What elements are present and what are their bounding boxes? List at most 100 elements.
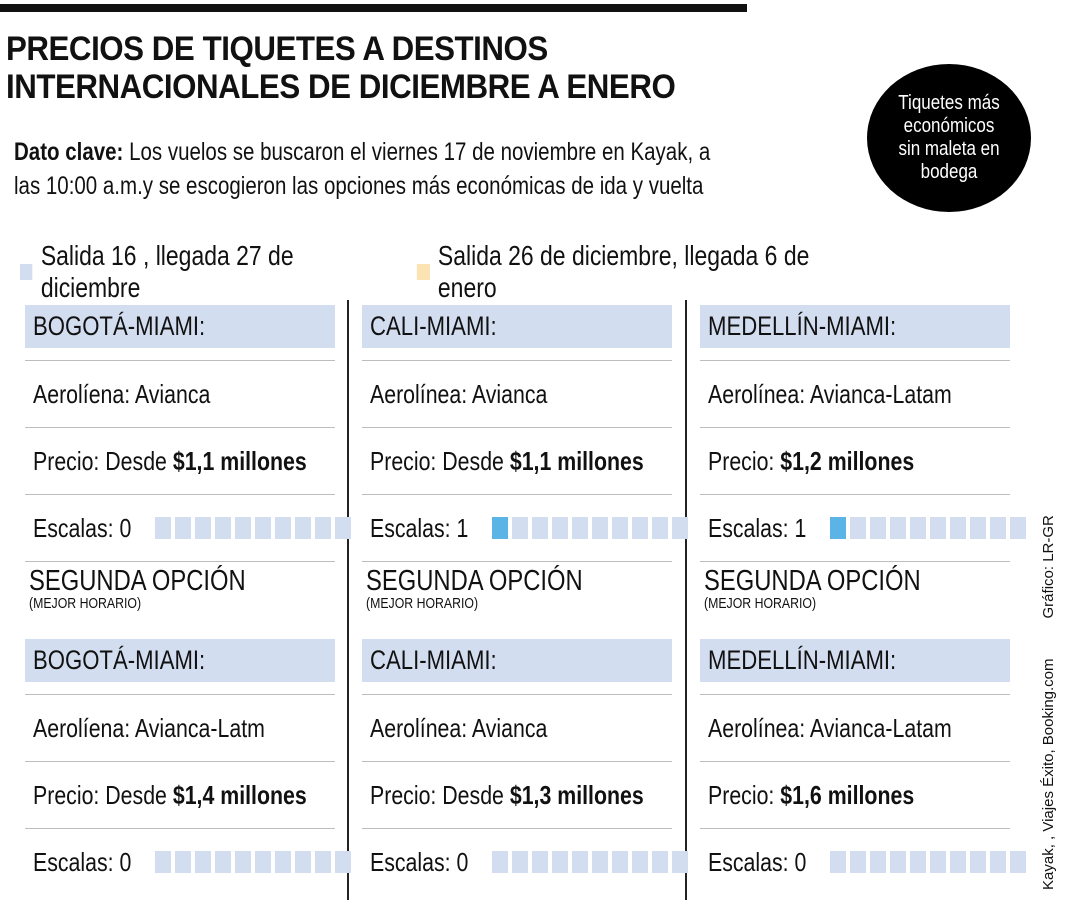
- stops-row: Escalas: 1: [700, 494, 1026, 561]
- price-label: Precio: Desde $1,1 millones: [370, 446, 644, 477]
- stop-indicator-pip: [532, 851, 548, 873]
- airline-row: Aerolíena: Avianca-Latm: [25, 694, 335, 761]
- column-divider: [685, 300, 687, 900]
- stop-indicator-pip: [830, 517, 846, 539]
- stop-indicator-pip: [155, 517, 171, 539]
- legend-item-dec16: Salida 16 , llegada 27 de diciembre: [20, 240, 386, 304]
- stops-row: Escalas: 0: [25, 494, 351, 561]
- legend-swatch-yellow: [417, 264, 430, 280]
- stop-indicator-pip: [672, 851, 688, 873]
- stop-indicator-pip: [672, 517, 688, 539]
- price-label: Precio: Desde $1,3 millones: [370, 780, 644, 811]
- legend-label: Salida 26 de diciembre, llegada 6 de ene…: [437, 240, 810, 303]
- stop-indicator-pip: [950, 851, 966, 873]
- stops-bar: [830, 517, 1026, 539]
- stops-bar: [155, 851, 351, 873]
- stops-label: Escalas: 1: [370, 512, 469, 543]
- airline-row: Aerolínea: Avianca-Latam: [700, 360, 1010, 427]
- title-line-1: PRECIOS DE TIQUETES A DESTINOS: [6, 30, 548, 68]
- price-value: $1,1 millones: [172, 445, 307, 476]
- stops-label: Escalas: 0: [708, 846, 807, 877]
- airline-label: Aerolínea: Avianca-Latam: [708, 712, 952, 743]
- column-divider: [347, 300, 349, 900]
- price-label: Precio: Desde $1,1 millones: [33, 446, 307, 477]
- legend-item-dec26: Salida 26 de diciembre, llegada 6 de ene…: [417, 240, 858, 304]
- stop-indicator-pip: [155, 851, 171, 873]
- stop-indicator-pip: [512, 851, 528, 873]
- price-value: $1,6 millones: [780, 779, 915, 810]
- price-prefix: Precio: Desde: [33, 445, 173, 476]
- airline-label: Aerolíena: Avianca: [33, 378, 211, 409]
- spacer: [25, 682, 335, 694]
- stop-indicator-pip: [612, 517, 628, 539]
- second-option-header: SEGUNDA OPCIÓN (MEJOR HORARIO): [700, 561, 1010, 639]
- stop-indicator-pip: [275, 851, 291, 873]
- stops-label: Escalas: 0: [370, 846, 469, 877]
- price-value: $1,4 millones: [172, 779, 307, 810]
- stop-indicator-pip: [572, 851, 588, 873]
- legend-swatch-blue: [20, 264, 33, 280]
- airline-label: Aerolínea: Avianca-Latam: [708, 378, 952, 409]
- stops-row: Escalas: 0: [700, 828, 1026, 895]
- route-label: MEDELLÍN-MIAMI:: [708, 311, 897, 341]
- stop-indicator-pip: [870, 851, 886, 873]
- airline-row: Aerolínea: Avianca: [362, 360, 672, 427]
- key-fact-text: Los vuelos se buscaron el viernes 17 de …: [123, 138, 711, 166]
- route-header: CALI-MIAMI:: [362, 305, 672, 348]
- stop-indicator-pip: [572, 517, 588, 539]
- stop-indicator-pip: [315, 851, 331, 873]
- price-row: Precio: $1,2 millones: [700, 427, 1010, 494]
- price-prefix: Precio:: [708, 779, 781, 810]
- badge-text: Tiquetes más económicos sin maleta en bo…: [898, 92, 1000, 183]
- stop-indicator-pip: [175, 517, 191, 539]
- stops-bar: [492, 851, 688, 873]
- stop-indicator-pip: [870, 517, 886, 539]
- stop-indicator-pip: [295, 517, 311, 539]
- price-label: Precio: Desde $1,4 millones: [33, 780, 307, 811]
- stops-bar: [830, 851, 1026, 873]
- spacer: [362, 348, 672, 360]
- second-option-subtitle: (MEJOR HORARIO): [704, 595, 817, 612]
- spacer: [25, 348, 335, 360]
- route-header: BOGOTÁ-MIAMI:: [25, 305, 335, 348]
- route-label: CALI-MIAMI:: [370, 311, 497, 341]
- stop-indicator-pip: [592, 851, 608, 873]
- stop-indicator-pip: [492, 851, 508, 873]
- stop-indicator-pip: [255, 851, 271, 873]
- stops-row: Escalas: 0: [362, 828, 688, 895]
- spacer: [700, 348, 1010, 360]
- stop-indicator-pip: [950, 517, 966, 539]
- credits-graphic: Gráfico: LR-GR: [1040, 515, 1057, 619]
- stop-indicator-pip: [910, 851, 926, 873]
- stop-indicator-pip: [275, 517, 291, 539]
- stops-label: Escalas: 1: [708, 512, 807, 543]
- stop-indicator-pip: [532, 517, 548, 539]
- stop-indicator-pip: [850, 851, 866, 873]
- stop-indicator-pip: [652, 517, 668, 539]
- second-option-subtitle: (MEJOR HORARIO): [29, 595, 142, 612]
- price-row: Precio: $1,6 millones: [700, 761, 1010, 828]
- airline-label: Aerolínea: Avianca: [370, 712, 548, 743]
- price-prefix: Precio: Desde: [33, 779, 173, 810]
- stops-row: Escalas: 1: [362, 494, 688, 561]
- title-line-2: INTERNACIONALES DE DICIEMBRE A ENERO: [6, 68, 676, 106]
- stop-indicator-pip: [552, 517, 568, 539]
- price-prefix: Precio: Desde: [370, 779, 510, 810]
- column-cali: CALI-MIAMI: Aerolínea: Avianca Precio: D…: [362, 305, 688, 895]
- page-title: PRECIOS DE TIQUETES A DESTINOS INTERNACI…: [6, 30, 705, 106]
- stop-indicator-pip: [1010, 517, 1026, 539]
- stops-bar: [155, 517, 351, 539]
- badge-cheapest-no-bag: Tiquetes más económicos sin maleta en bo…: [867, 64, 1031, 212]
- stop-indicator-pip: [970, 517, 986, 539]
- airline-label: Aerolínea: Avianca: [370, 378, 548, 409]
- stop-indicator-pip: [215, 851, 231, 873]
- stop-indicator-pip: [850, 517, 866, 539]
- stops-row: Escalas: 0: [25, 828, 351, 895]
- route-header: BOGOTÁ-MIAMI:: [25, 639, 335, 682]
- second-option-header: SEGUNDA OPCIÓN (MEJOR HORARIO): [362, 561, 672, 639]
- stop-indicator-pip: [175, 851, 191, 873]
- price-row: Precio: Desde $1,1 millones: [362, 427, 672, 494]
- route-header: MEDELLÍN-MIAMI:: [700, 639, 1010, 682]
- price-value: $1,1 millones: [509, 445, 644, 476]
- price-label: Precio: $1,6 millones: [708, 780, 914, 811]
